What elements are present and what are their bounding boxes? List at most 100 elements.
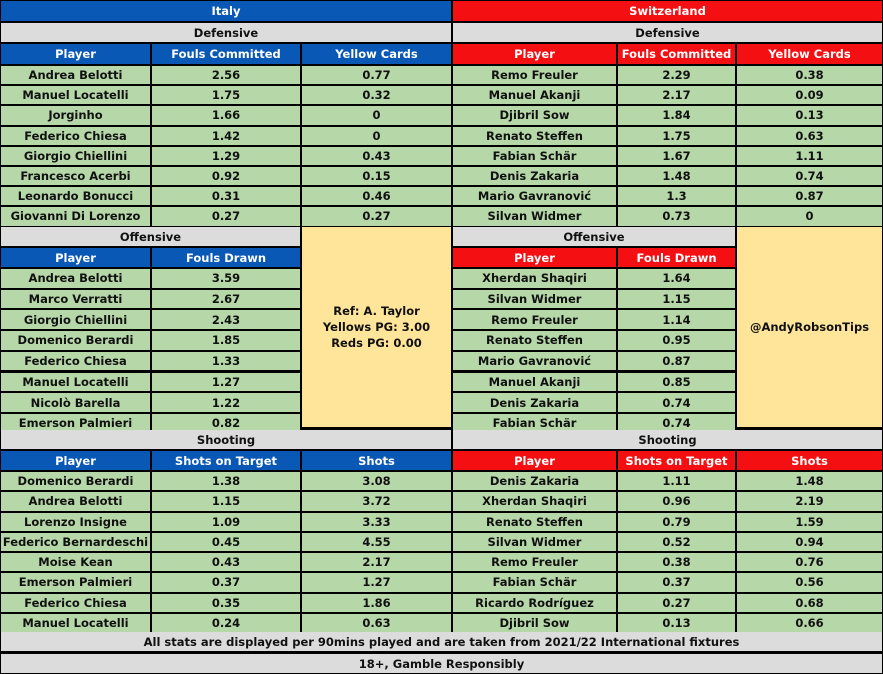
switzerland-defensive-cell: 0.73	[618, 207, 735, 226]
switzerland-shooting-cell: Ricardo Rodríguez	[453, 593, 616, 612]
switzerland-offensive-cell: 0.85	[618, 372, 735, 392]
italy-defensive-cell: 2.56	[152, 66, 300, 85]
italy-defensive-col-header: Fouls Committed	[152, 44, 300, 64]
italy-shooting-cell: 3.33	[302, 512, 451, 531]
italy-shooting-cell: Manuel Locatelli	[1, 613, 150, 632]
italy-offensive-cell: Nicolò Barella	[1, 393, 150, 412]
italy-defensive-cell: Giorgio Chiellini	[1, 146, 150, 165]
switzerland-offensive-cell: 0.95	[618, 331, 735, 350]
switzerland-shooting-cell: 0.37	[618, 573, 735, 592]
italy-shooting-col-header: Shots	[302, 451, 451, 470]
italy-shooting-cell: 1.86	[302, 593, 451, 612]
italy-offensive-cell: Manuel Locatelli	[1, 372, 150, 392]
switzerland-shooting-cell: 0.38	[618, 553, 735, 572]
italy-shooting-cell: Andrea Belotti	[1, 492, 150, 511]
italy-shooting-cell: 1.15	[152, 492, 300, 511]
switzerland-defensive-cell: 0.63	[737, 126, 882, 145]
italy-offensive-cell: 0.82	[152, 413, 300, 433]
switzerland-shooting-cell: 0.66	[737, 613, 882, 632]
switzerland-offensive-cell: 0.87	[618, 351, 735, 371]
switzerland-defensive-cell: Djibril Sow	[453, 106, 616, 125]
switzerland-defensive-cell: 0.09	[737, 86, 882, 105]
italy-shooting-cell: 0.63	[302, 613, 451, 632]
italy-shooting-cell: 0.24	[152, 613, 300, 632]
switzerland-offensive-cell: Remo Freuler	[453, 310, 616, 330]
switzerland-shooting-cell: Remo Freuler	[453, 553, 616, 572]
italy-defensive-cell: 0.32	[302, 86, 451, 105]
switzerland-offensive-cell: Xherdan Shaqiri	[453, 269, 616, 288]
italy-offensive-cell: Giorgio Chiellini	[1, 310, 150, 330]
italy-defensive-cell: 0.31	[152, 187, 300, 206]
switzerland-shooting-cell: Fabian Schär	[453, 573, 616, 592]
switzerland-offensive-col-header: Player	[453, 248, 616, 267]
italy-shooting-cell: 0.35	[152, 593, 300, 612]
switzerland-defensive-cell: Fabian Schär	[453, 146, 616, 165]
switzerland-defensive-cell: 0.87	[737, 187, 882, 206]
switzerland-defensive-cell: 2.29	[618, 66, 735, 85]
switzerland-defensive-cell: 2.17	[618, 86, 735, 105]
switzerland-defensive-cell: Mario Gavranović	[453, 187, 616, 206]
switzerland-shooting-cell: 0.96	[618, 492, 735, 511]
switzerland-offensive-cell: Silvan Widmer	[453, 289, 616, 309]
italy-offensive-cell: 2.67	[152, 289, 300, 309]
switzerland-defensive-cell: Remo Freuler	[453, 66, 616, 85]
switzerland-shooting-col-header: Shots on Target	[618, 451, 735, 470]
italy-shooting-col-header: Player	[1, 451, 150, 470]
referee-info-box: Ref: A. Taylor Yellows PG: 3.00 Reds PG: 0…	[302, 227, 451, 427]
switzerland-shooting-cell: 0.76	[737, 553, 882, 572]
switzerland-shooting-cell: 1.11	[618, 472, 735, 491]
switzerland-shooting-cell: Xherdan Shaqiri	[453, 492, 616, 511]
italy-shooting-cell: Emerson Palmieri	[1, 573, 150, 592]
switzerland-defensive-cell: Manuel Akanji	[453, 86, 616, 105]
switzerland-shooting-cell: 2.19	[737, 492, 882, 511]
switzerland-offensive-cell: 1.64	[618, 269, 735, 288]
switzerland-offensive-cell: Renato Steffen	[453, 331, 616, 350]
italy-offensive-cell: 1.85	[152, 331, 300, 350]
italy-defensive-cell: Giovanni Di Lorenzo	[1, 207, 150, 226]
switzerland-shooting-cell: 0.56	[737, 573, 882, 592]
switzerland-offensive-cell: 1.15	[618, 289, 735, 309]
switzerland-defensive-cell: 1.11	[737, 146, 882, 165]
footer-disclaimer: 18+, Gamble Responsibly	[1, 654, 882, 673]
italy-offensive-cell: Marco Verratti	[1, 289, 150, 309]
italy-shooting-cell: 1.38	[152, 472, 300, 491]
switzerland-shooting-cell: Renato Steffen	[453, 512, 616, 531]
switzerland-shooting-cell: 0.27	[618, 593, 735, 612]
switzerland-shooting-title: Shooting	[453, 430, 882, 449]
italy-defensive-cell: Jorginho	[1, 106, 150, 125]
switzerland-defensive-cell: Silvan Widmer	[453, 207, 616, 226]
switzerland-defensive-cell: 1.48	[618, 167, 735, 186]
switzerland-shooting-cell: 1.59	[737, 512, 882, 531]
italy-offensive-cell: 3.59	[152, 269, 300, 288]
switzerland-offensive-cell: 0.74	[618, 393, 735, 412]
switzerland-defensive-cell: 0.13	[737, 106, 882, 125]
italy-shooting-cell: 2.17	[302, 553, 451, 572]
switzerland-shooting-cell: Denis Zakaria	[453, 472, 616, 491]
switzerland-defensive-cell: 1.3	[618, 187, 735, 206]
italy-defensive-cell: 0.77	[302, 66, 451, 85]
switzerland-defensive-cell: Denis Zakaria	[453, 167, 616, 186]
switzerland-offensive-cell: Manuel Akanji	[453, 372, 616, 392]
switzerland-shooting-cell: 0.52	[618, 532, 735, 551]
switzerland-defensive-title: Defensive	[453, 23, 882, 42]
italy-defensive-cell: 0.27	[152, 207, 300, 226]
italy-shooting-cell: 4.55	[302, 532, 451, 551]
switzerland-defensive-cell: Renato Steffen	[453, 126, 616, 145]
switzerland-defensive-col-header: Player	[453, 44, 616, 64]
switzerland-offensive-cell: 1.14	[618, 310, 735, 330]
italy-defensive-col-header: Yellow Cards	[302, 44, 451, 64]
switzerland-offensive-title: Offensive	[453, 227, 735, 246]
italy-shooting-col-header: Shots on Target	[152, 451, 300, 470]
switzerland-shooting-cell: Silvan Widmer	[453, 532, 616, 551]
italy-defensive-cell: 1.66	[152, 106, 300, 125]
switzerland-offensive-col-header: Fouls Drawn	[618, 248, 735, 267]
italy-offensive-cell: Federico Chiesa	[1, 351, 150, 371]
italy-defensive-cell: Manuel Locatelli	[1, 86, 150, 105]
italy-shooting-cell: Federico Bernardeschi	[1, 532, 150, 551]
italy-defensive-cell: Federico Chiesa	[1, 126, 150, 145]
italy-offensive-cell: 1.33	[152, 351, 300, 371]
italy-shooting-cell: 3.08	[302, 472, 451, 491]
italy-shooting-cell: 0.43	[152, 553, 300, 572]
switzerland-shooting-cell: 0.79	[618, 512, 735, 531]
italy-offensive-cell: 2.43	[152, 310, 300, 330]
